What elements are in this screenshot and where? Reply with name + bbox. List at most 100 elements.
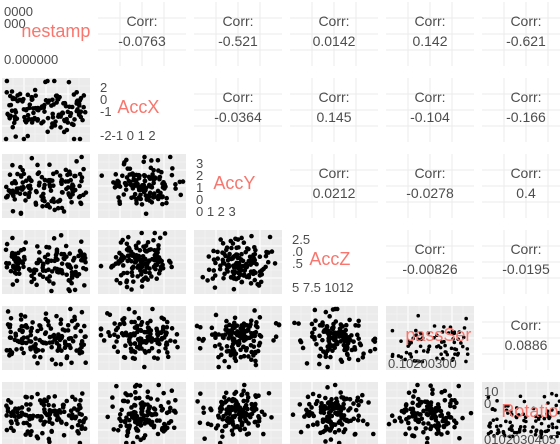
data-point [28,332,34,338]
data-point [354,332,360,338]
data-point [29,120,35,125]
data-point [518,394,523,399]
data-point [114,339,119,344]
data-point [238,354,244,360]
data-point [162,231,168,236]
data-point [65,185,71,190]
corr-cell: Corr: -0.104 [386,78,474,142]
data-point [29,97,35,102]
tick-label: -1 [100,104,112,119]
data-point [164,200,169,206]
data-point [71,406,77,411]
data-point [62,341,68,347]
data-point [51,196,56,202]
data-point [218,263,223,268]
data-point [425,435,430,441]
data-point [201,410,207,415]
data-point [28,177,33,183]
data-point [555,431,560,435]
data-point [8,190,14,195]
data-point [452,397,457,403]
data-point [74,273,80,279]
data-point [138,272,144,277]
data-point [13,266,18,272]
data-point [543,429,548,434]
data-point [80,117,85,123]
data-point [65,322,71,328]
data-point [145,402,150,407]
data-point [79,154,84,160]
data-point [318,430,323,436]
data-point [309,405,314,410]
data-point [230,432,236,437]
data-point [63,179,68,184]
data-point [447,393,453,398]
data-point [329,326,335,331]
data-point [243,348,249,353]
data-point [81,93,87,98]
data-point [503,404,507,408]
data-point [49,269,55,274]
data-point [125,166,131,171]
data-point [547,415,552,419]
data-point [442,397,448,403]
data-point [134,258,139,264]
data-point [232,275,237,281]
data-point [233,330,238,336]
data-point [25,133,31,139]
data-point [452,340,457,345]
data-point [145,240,151,245]
data-point [226,397,232,402]
data-point [243,264,248,270]
data-point [51,332,57,338]
data-point [556,410,560,415]
data-point [414,349,419,354]
data-point [177,179,183,185]
data-point [416,337,421,342]
data-point [445,352,450,357]
data-point [46,245,52,250]
data-point [27,413,33,419]
data-point [4,78,10,84]
data-point [390,328,395,333]
data-point [355,417,361,423]
data-point [157,176,162,182]
data-point [436,405,442,410]
data-point [410,433,415,438]
data-point [465,352,470,356]
data-point [459,341,463,345]
data-point [82,255,88,261]
scatter-panel [98,154,186,218]
data-point [436,423,442,429]
data-point [232,413,238,418]
data-point [114,277,119,283]
data-point [211,268,217,273]
data-point [152,230,158,236]
data-point [227,322,232,328]
data-point [452,424,457,430]
data-point [232,355,238,361]
data-point [21,335,27,340]
data-point [14,347,19,352]
data-point [241,382,247,388]
data-point [73,397,78,402]
data-point [53,119,58,124]
data-point [248,318,254,323]
data-point [550,408,554,412]
data-point [42,182,47,188]
data-point [521,412,526,416]
corr-label: Corr: [414,165,445,181]
data-point [120,398,126,404]
data-point [296,321,301,326]
data-point [117,184,123,189]
data-point [59,261,65,266]
data-point [74,348,79,353]
data-point [119,407,124,413]
data-point [27,423,32,428]
data-point [159,408,165,413]
tick-label: 0000 [4,4,33,19]
data-point [389,413,395,419]
corr-label: Corr: [318,13,349,29]
data-point [64,355,70,361]
